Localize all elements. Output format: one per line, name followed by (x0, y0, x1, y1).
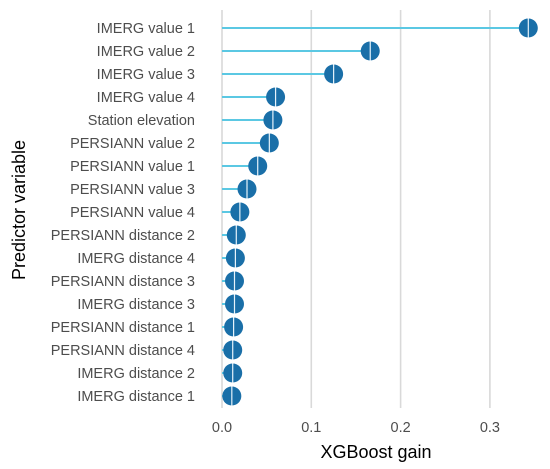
x-tick-label: 0.3 (480, 420, 500, 436)
y-tick-label: PERSIANN value 4 (70, 205, 195, 221)
y-tick-label: PERSIANN distance 4 (51, 343, 195, 359)
lollipop-marker (223, 363, 243, 383)
y-tick-label: IMERG distance 3 (77, 297, 195, 313)
lollipop-marker (225, 248, 245, 268)
y-tick-label: IMERG distance 2 (77, 366, 195, 382)
y-tick-label: PERSIANN value 1 (70, 159, 195, 175)
lollipop-marker (230, 202, 250, 222)
lollipop-marker (222, 386, 242, 406)
grid-layer (221, 10, 491, 408)
y-tick-label: IMERG value 3 (97, 67, 195, 83)
x-tick-labels: 0.0 0.1 0.2 0.3 (212, 420, 500, 436)
lollipop-marker (237, 179, 257, 199)
y-tick-label: IMERG value 4 (97, 90, 195, 106)
y-tick-label: PERSIANN value 2 (70, 136, 195, 152)
y-tick-label: IMERG distance 4 (77, 251, 195, 267)
lollipop-marker (248, 156, 268, 176)
y-tick-label: Station elevation (88, 113, 195, 129)
y-tick-label: IMERG value 1 (97, 21, 195, 37)
x-tick-label: 0.2 (391, 420, 411, 436)
x-axis-title: XGBoost gain (320, 442, 431, 462)
y-tick-label: IMERG distance 1 (77, 389, 195, 405)
y-tick-labels: IMERG value 1 IMERG value 2 IMERG value 3 I… (51, 21, 195, 405)
x-tick-label: 0.0 (212, 420, 232, 436)
y-tick-label: PERSIANN distance 1 (51, 320, 195, 336)
marker-layer (222, 18, 538, 406)
y-tick-label: PERSIANN distance 3 (51, 274, 195, 290)
y-tick-label: PERSIANN value 3 (70, 182, 195, 198)
y-axis-title: Predictor variable (9, 140, 29, 280)
lollipop-marker (324, 64, 344, 84)
lollipop-marker (223, 340, 243, 360)
stem-layer (222, 27, 529, 397)
lollipop-marker (360, 41, 380, 61)
lollipop-marker (259, 133, 279, 153)
y-tick-label: IMERG value 2 (97, 44, 195, 60)
lollipop-marker (518, 18, 538, 38)
lollipop-marker (226, 225, 246, 245)
lollipop-marker (224, 317, 244, 337)
lollipop-marker (225, 271, 245, 291)
lollipop-marker (266, 87, 286, 107)
y-tick-label: PERSIANN distance 2 (51, 228, 195, 244)
lollipop-marker (225, 294, 245, 314)
lollipop-marker (263, 110, 283, 130)
x-tick-label: 0.1 (301, 420, 321, 436)
